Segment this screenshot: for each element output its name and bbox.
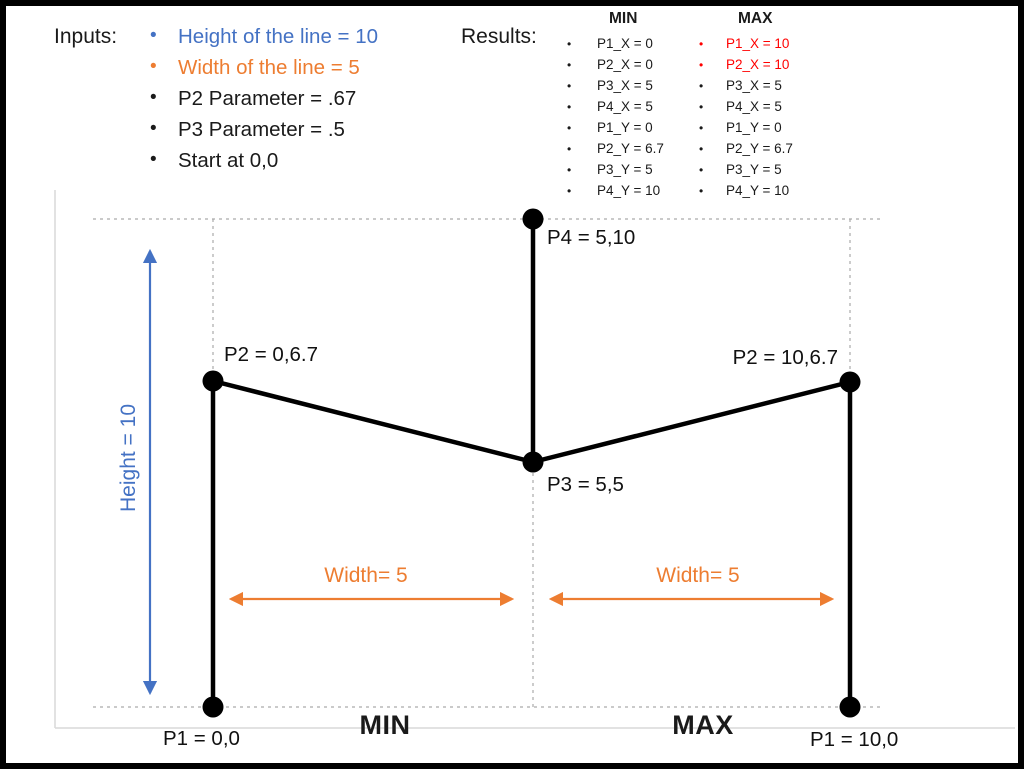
- result-item-text: P4_Y = 10: [726, 183, 790, 198]
- point-label-p2-min: P2 = 0,6.7: [224, 343, 319, 366]
- result-item: P4_X = 5: [698, 99, 793, 120]
- input-item-text: Height of the line = 10: [178, 25, 379, 48]
- result-item-text: P3_Y = 5: [597, 162, 653, 177]
- shape-edge: [212, 378, 534, 465]
- result-item: P1_X = 10: [698, 36, 793, 57]
- input-item-text: P3 Parameter = .5: [178, 118, 345, 141]
- result-item: P1_Y = 0: [698, 120, 793, 141]
- point-label-p2-max: P2 = 10,6.7: [732, 346, 838, 369]
- shape-points: [202, 208, 861, 718]
- input-item-start: Start at 0,0: [148, 149, 378, 180]
- results-max-header: MAX: [738, 10, 773, 27]
- result-item-text: P2_Y = 6.7: [597, 141, 664, 156]
- point-marker-p1_min: [202, 696, 224, 718]
- result-item-text: P1_X = 10: [726, 36, 790, 51]
- point-marker-p2_max: [839, 371, 861, 393]
- shape-edges: [210, 219, 853, 707]
- point-label-p4: P4 = 5,10: [547, 226, 636, 249]
- input-item-p2-parameter: P2 Parameter = .67: [148, 87, 378, 118]
- inputs-list: Height of the line = 10 Width of the lin…: [148, 25, 378, 180]
- point-label-p1-min: P1 = 0,0: [163, 727, 240, 750]
- width-dimension-label-left: Width= 5: [324, 564, 408, 587]
- result-item: P3_X = 5: [566, 78, 664, 99]
- height-dimension-label: Height = 10: [117, 404, 140, 512]
- point-marker-p2_min: [202, 370, 224, 392]
- result-item: P1_Y = 0: [566, 120, 664, 141]
- results-max-list: P1_X = 10 P2_X = 10 P3_X = 5 P4_X = 5 P1…: [698, 36, 793, 204]
- shape-edge: [532, 379, 851, 465]
- point-marker-p1_max: [839, 696, 861, 718]
- result-item-text: P3_X = 5: [597, 78, 653, 93]
- result-item-text: P4_X = 5: [726, 99, 782, 114]
- input-item-text: Start at 0,0: [178, 149, 279, 172]
- result-item: P2_X = 10: [698, 57, 793, 78]
- input-item-width: Width of the line = 5: [148, 56, 378, 87]
- input-item-text: Width of the line = 5: [178, 56, 360, 79]
- input-item-height: Height of the line = 10: [148, 25, 378, 56]
- results-min-header: MIN: [609, 10, 638, 27]
- result-item: P3_X = 5: [698, 78, 793, 99]
- point-label-p1-max: P1 = 10,0: [810, 728, 899, 751]
- result-item: P2_Y = 6.7: [698, 141, 793, 162]
- max-shape-caption: MAX: [672, 710, 734, 740]
- point-label-p3: P3 = 5,5: [547, 473, 624, 496]
- result-item: P2_X = 0: [566, 57, 664, 78]
- results-label: Results:: [461, 25, 537, 48]
- result-item-text: P2_X = 0: [597, 57, 653, 72]
- result-item-text: P2_X = 10: [726, 57, 790, 72]
- result-item: P1_X = 0: [566, 36, 664, 57]
- result-item: P4_Y = 10: [566, 183, 664, 204]
- result-item-text: P3_Y = 5: [726, 162, 782, 177]
- result-item: P4_X = 5: [566, 99, 664, 120]
- input-item-p3-parameter: P3 Parameter = .5: [148, 118, 378, 149]
- min-shape-caption: MIN: [359, 710, 411, 740]
- point-marker-p3: [522, 451, 544, 473]
- result-item: P3_Y = 5: [698, 162, 793, 183]
- result-item: P3_Y = 5: [566, 162, 664, 183]
- result-item: P4_Y = 10: [698, 183, 793, 204]
- result-item-text: P4_Y = 10: [597, 183, 661, 198]
- result-item-text: P2_Y = 6.7: [726, 141, 793, 156]
- result-item-text: P4_X = 5: [597, 99, 653, 114]
- inputs-label: Inputs:: [54, 25, 118, 48]
- result-item-text: P1_X = 0: [597, 36, 653, 51]
- input-item-text: P2 Parameter = .67: [178, 87, 357, 110]
- point-marker-p4: [522, 208, 544, 230]
- result-item: P2_Y = 6.7: [566, 141, 664, 162]
- width-dimension-label-right: Width= 5: [656, 564, 740, 587]
- result-item-text: P1_Y = 0: [597, 120, 653, 135]
- result-item-text: P1_Y = 0: [726, 120, 782, 135]
- results-min-list: P1_X = 0 P2_X = 0 P3_X = 5 P4_X = 5 P1_Y…: [566, 36, 664, 204]
- result-item-text: P3_X = 5: [726, 78, 782, 93]
